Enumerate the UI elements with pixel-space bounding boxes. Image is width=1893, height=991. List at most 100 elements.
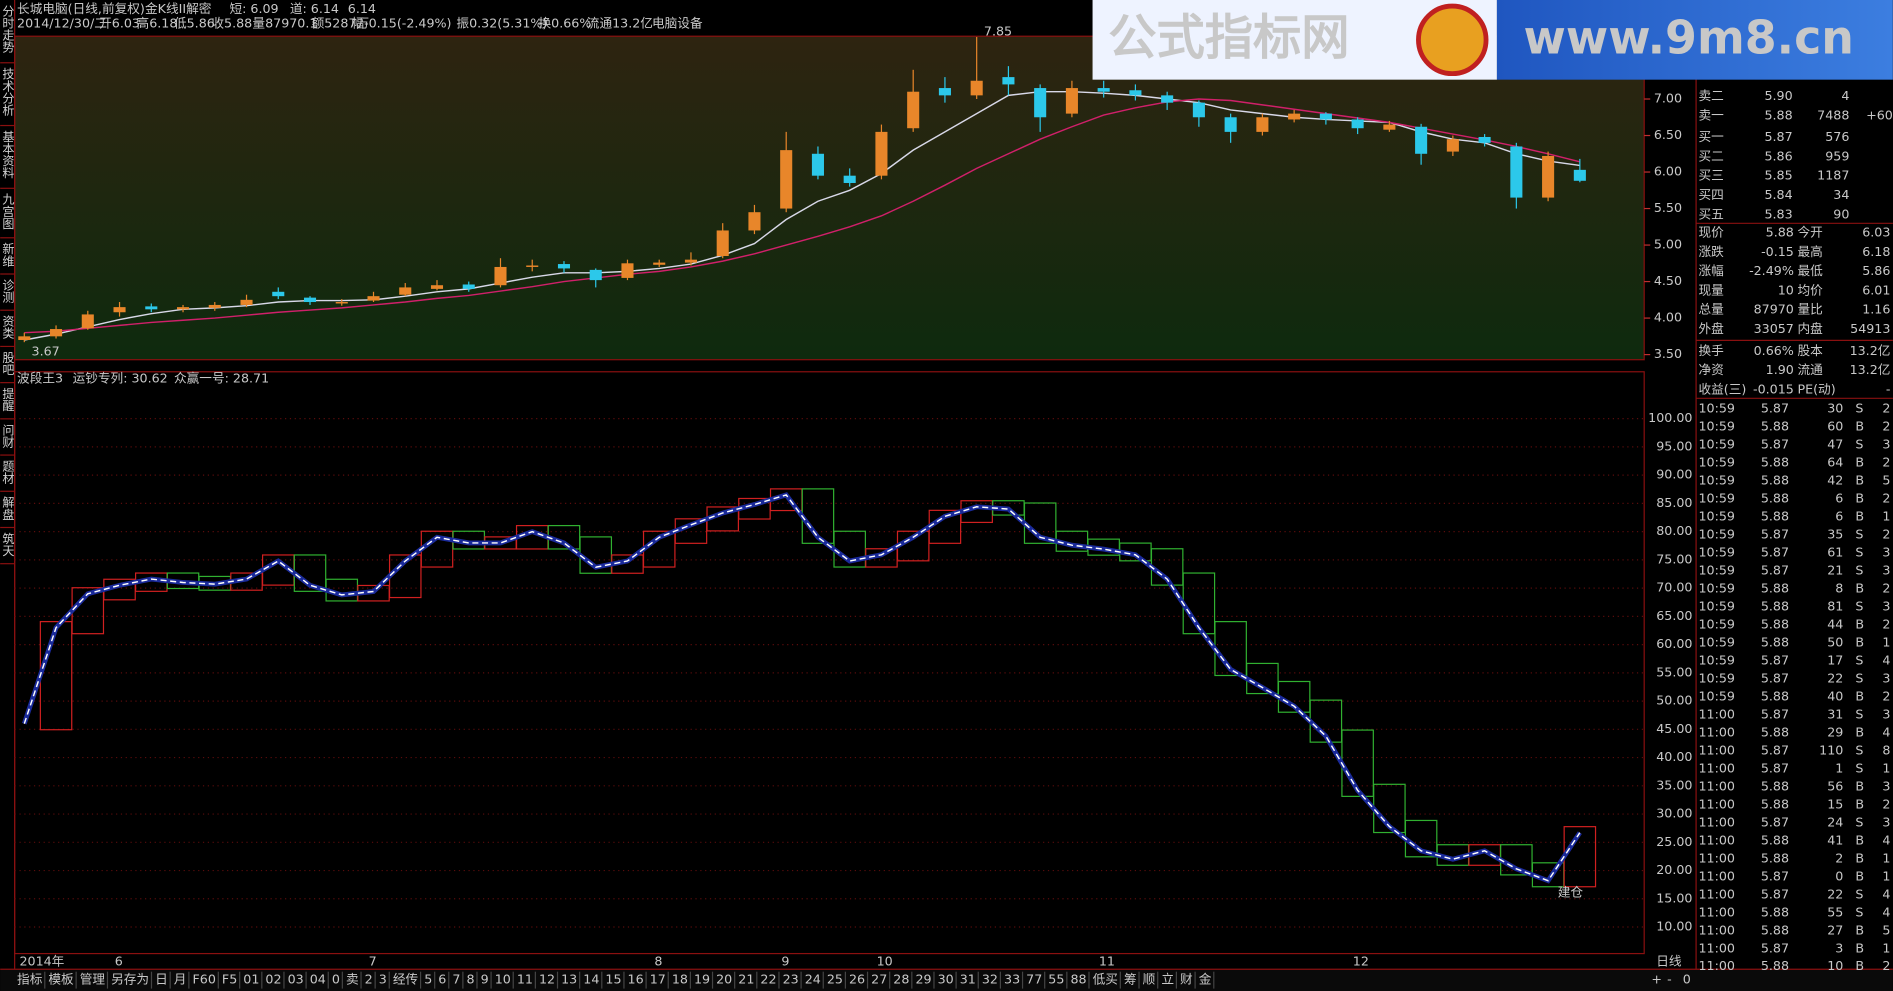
bottom-tab[interactable]: 13 (561, 972, 577, 987)
bottom-tab[interactable]: 03 (288, 972, 304, 987)
y-tick-label: 85.00 (1656, 495, 1692, 510)
bottom-tab[interactable]: 15 (605, 972, 621, 987)
trade-price: 5.87 (1761, 760, 1789, 775)
bottom-tab[interactable]: 22 (760, 972, 776, 987)
y-tick-label: 3.50 (1654, 346, 1682, 361)
bottom-tab[interactable]: 29 (915, 972, 931, 987)
sidebar-tab[interactable]: 提醒 (1, 386, 15, 412)
sidebar-tab[interactable]: 技术分析 (1, 67, 15, 116)
bottom-tab[interactable]: 16 (628, 972, 644, 987)
watermark-url: www.9m8.cn (1523, 11, 1853, 65)
trade-price: 5.88 (1761, 850, 1789, 865)
sidebar-tab[interactable]: 问财 (1, 423, 15, 448)
bottom-tab[interactable]: 立 (1161, 972, 1174, 987)
header-text: 幅-0.15(-2.49%) (351, 16, 451, 31)
bottom-tab[interactable]: 14 (583, 972, 599, 987)
sidebar-tab[interactable]: 分时走势 (1, 4, 15, 53)
trade-price: 5.87 (1761, 652, 1789, 667)
quote-label: 股本 (1797, 343, 1823, 358)
bottom-tab[interactable]: 8 (467, 972, 475, 987)
bottom-tab[interactable]: F5 (222, 972, 237, 987)
bottom-tab[interactable]: 9 (481, 972, 489, 987)
bottom-tab[interactable]: 23 (783, 972, 799, 987)
sidebar-tab[interactable]: 基本资料 (1, 130, 15, 179)
zoom-control[interactable]: 0 (1683, 972, 1691, 987)
bottom-tab[interactable]: 04 (310, 972, 326, 987)
quote-label: 内盘 (1797, 321, 1823, 336)
bottom-tab[interactable]: 31 (960, 972, 976, 987)
quote-value: 33057 (1754, 321, 1794, 336)
sidebar-tab[interactable]: 解盘 (1, 496, 15, 521)
bottom-tab[interactable]: 经传 (393, 972, 419, 987)
bottom-tab[interactable]: 25 (827, 972, 843, 987)
bottom-tab[interactable]: 02 (265, 972, 281, 987)
bottom-tab[interactable]: 11 (517, 972, 533, 987)
header-text: 收5.88 (211, 16, 252, 31)
bottom-tab[interactable]: 88 (1070, 972, 1086, 987)
bottom-tab[interactable]: 32 (982, 972, 998, 987)
bottom-tab[interactable]: 33 (1004, 972, 1020, 987)
trade-volume: 40 (1827, 688, 1843, 703)
bottom-tab[interactable]: 01 (243, 972, 259, 987)
bottom-tab[interactable]: 12 (539, 972, 555, 987)
bottom-tab[interactable]: 财 (1180, 972, 1193, 987)
bottom-tab[interactable]: 21 (738, 972, 754, 987)
bottom-tab[interactable]: 模板 (48, 972, 74, 987)
sidebar-tab[interactable]: 股吧 (1, 351, 15, 376)
bottom-tab[interactable]: 30 (938, 972, 954, 987)
bottom-tab[interactable]: 2 (365, 972, 373, 987)
sidebar-tab[interactable]: 新维 (1, 241, 15, 267)
header-text: 流通13.2亿 (587, 16, 653, 31)
y-tick-label: 80.00 (1656, 523, 1692, 538)
bottom-tab[interactable]: F60 (192, 972, 215, 987)
zoom-control[interactable]: - (1667, 972, 1672, 987)
bottom-tab[interactable]: 指标 (17, 972, 43, 987)
y-tick-label: 55.00 (1656, 664, 1692, 679)
bottom-tab[interactable]: 0 (332, 972, 340, 987)
bottom-tab[interactable]: 10 (495, 972, 511, 987)
bottom-tab[interactable]: 另存为 (111, 972, 149, 987)
bottom-tab[interactable]: 18 (672, 972, 688, 987)
sidebar-tab[interactable]: 筑天 (1, 531, 15, 557)
sidebar-tab[interactable]: 九宫图 (1, 193, 15, 230)
bottom-tab[interactable]: 金 (1199, 972, 1212, 987)
indicator-annotation: 运钞专列: 30.62 (73, 371, 168, 386)
bottom-tab[interactable]: 28 (893, 972, 909, 987)
bottom-tab[interactable]: 管理 (80, 972, 106, 987)
bottom-tab[interactable]: 27 (871, 972, 887, 987)
bottom-tab[interactable]: 77 (1026, 972, 1042, 987)
candle-body (970, 80, 983, 96)
bottom-tab[interactable]: 17 (650, 972, 666, 987)
sidebar-tab[interactable]: 题材 (1, 460, 15, 485)
bottom-tab[interactable]: 月 (174, 972, 187, 987)
bottom-tab[interactable]: 日 (155, 972, 168, 987)
bottom-tab[interactable]: 筹 (1124, 972, 1137, 987)
order-volume: 1187 (1817, 168, 1849, 183)
zoom-control[interactable]: + (1651, 972, 1662, 987)
bottom-tab[interactable]: 卖 (346, 972, 359, 987)
quote-value: 13.2亿 (1850, 362, 1891, 377)
candle-body (748, 212, 761, 231)
bottom-tab[interactable]: 26 (849, 972, 865, 987)
bottom-tab[interactable]: 24 (805, 972, 821, 987)
order-volume: 7488 (1817, 107, 1849, 122)
bottom-tab[interactable]: 顺 (1143, 972, 1156, 987)
bottom-tab[interactable]: 20 (716, 972, 732, 987)
sidebar-tab[interactable]: 诊测 (1, 278, 15, 303)
bottom-tab[interactable]: 3 (379, 972, 387, 987)
candle-body (1129, 90, 1142, 96)
trade-time: 10:59 (1699, 455, 1735, 470)
bottom-tab[interactable]: 7 (452, 972, 460, 987)
bottom-tab[interactable]: 低买 (1093, 972, 1118, 987)
bottom-tab[interactable]: 6 (438, 972, 446, 987)
candle-body (1542, 155, 1555, 198)
sidebar-tab[interactable]: 资类 (1, 315, 15, 340)
trade-count: 2 (1882, 617, 1890, 632)
bottom-tab[interactable]: 19 (694, 972, 710, 987)
bottom-tab[interactable]: 55 (1048, 972, 1064, 987)
trade-count: 4 (1882, 886, 1890, 901)
bottom-tab[interactable]: 5 (424, 972, 432, 987)
trade-side: S (1855, 545, 1863, 560)
quote-label: PE(动) (1797, 381, 1835, 396)
trade-price: 5.87 (1761, 670, 1789, 685)
